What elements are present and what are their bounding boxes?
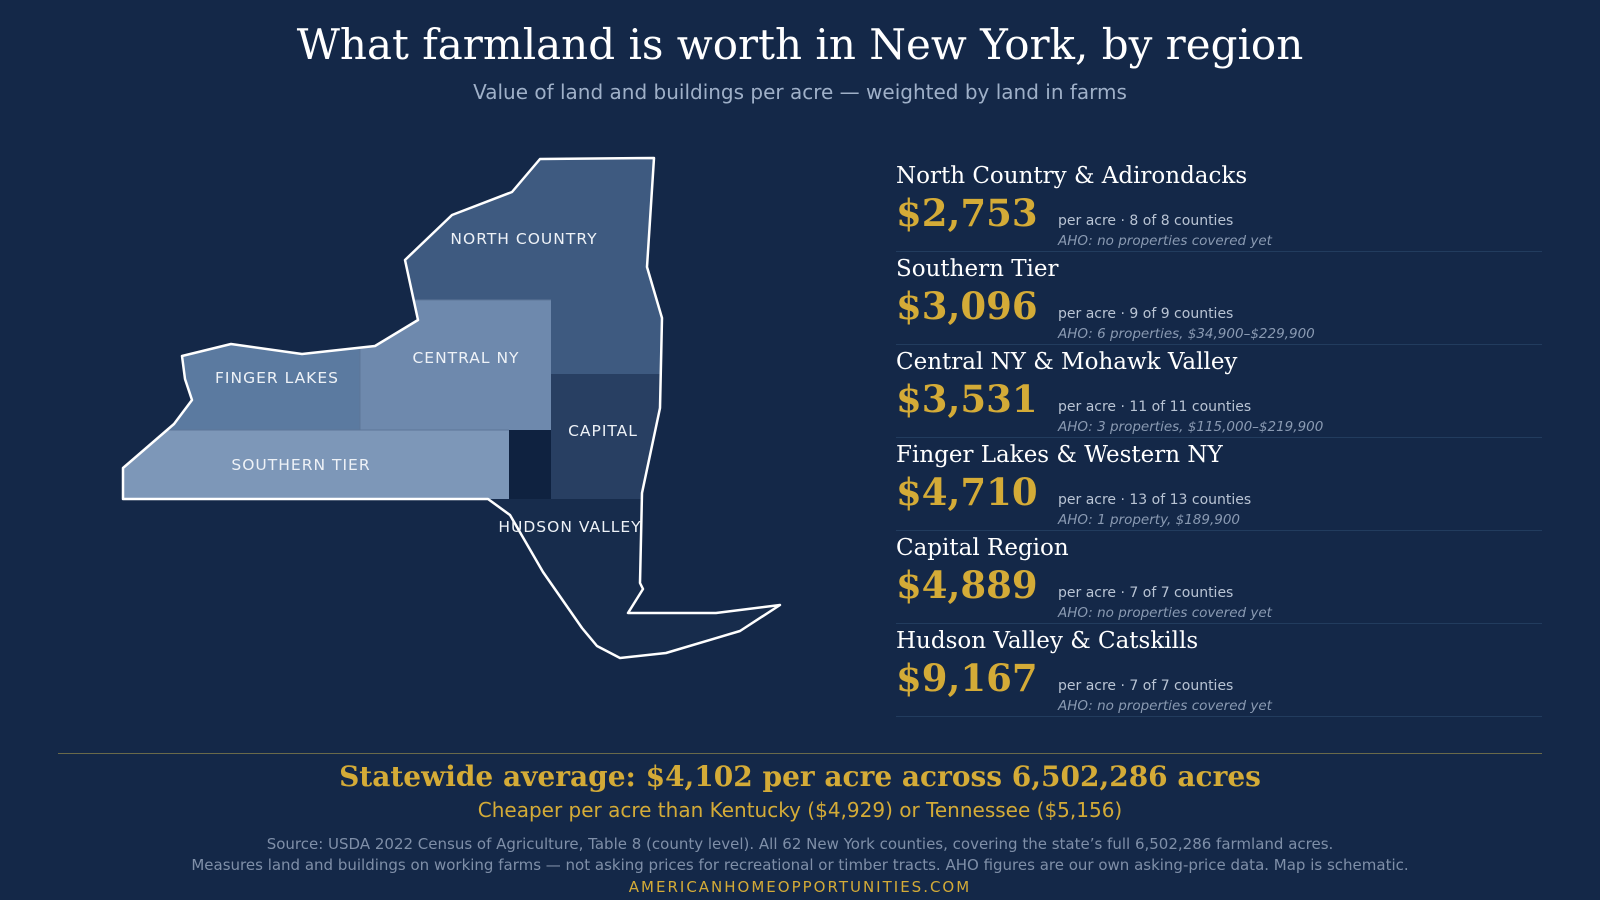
region-county-count: per acre · 11 of 11 counties <box>1058 399 1252 415</box>
state-comparison: Cheaper per acre than Kentucky ($4,929) … <box>477 798 1123 822</box>
map-label-central-ny: CENTRAL NY <box>412 349 519 367</box>
source-line-2: Measures land and buildings on working f… <box>191 856 1409 874</box>
region-entry-capital: Capital Region $4,889 per acre · 7 of 7 … <box>896 532 1542 624</box>
region-entry-southern-tier: Southern Tier $3,096 per acre · 9 of 9 c… <box>896 253 1542 345</box>
region-name: Central NY & Mohawk Valley <box>896 349 1238 375</box>
region-aho-note: AHO: 1 property, $189,900 <box>1058 512 1241 528</box>
source-line-1: Source: USDA 2022 Census of Agriculture,… <box>266 835 1334 853</box>
map-label-hudson-valley: HUDSON VALLEY <box>498 518 641 536</box>
page-title: What farmland is worth in New York, by r… <box>296 20 1304 69</box>
region-entry-hudson-valley: Hudson Valley & Catskills $9,167 per acr… <box>896 625 1542 717</box>
region-name: North Country & Adirondacks <box>896 163 1248 189</box>
region-aho-note: AHO: 6 properties, $34,900–$229,900 <box>1058 326 1315 342</box>
statewide-average: Statewide average: $4,102 per acre acros… <box>339 760 1261 793</box>
region-aho-note: AHO: no properties covered yet <box>1058 698 1272 714</box>
region-county-count: per acre · 9 of 9 counties <box>1058 306 1234 322</box>
footer-divider <box>58 753 1542 754</box>
region-value-per-acre: $4,889 <box>896 563 1038 607</box>
region-name: Southern Tier <box>896 256 1059 282</box>
region-name: Hudson Valley & Catskills <box>896 628 1199 654</box>
region-aho-note: AHO: 3 properties, $115,000–$219,900 <box>1058 419 1324 435</box>
brand-url: AMERICANHOMEOPPORTUNITIES.COM <box>628 878 972 896</box>
map-label-finger-lakes: FINGER LAKES <box>215 369 339 387</box>
region-county-count: per acre · 7 of 7 counties <box>1058 678 1234 694</box>
region-aho-note: AHO: no properties covered yet <box>1058 605 1272 621</box>
region-entry-north-country: North Country & Adirondacks $2,753 per a… <box>896 160 1542 252</box>
region-aho-note: AHO: no properties covered yet <box>1058 233 1272 249</box>
page-subtitle: Value of land and buildings per acre — w… <box>473 80 1127 104</box>
region-entry-finger-lakes: Finger Lakes & Western NY $4,710 per acr… <box>896 439 1542 531</box>
region-value-per-acre: $2,753 <box>896 191 1038 235</box>
region-finger-lakes <box>123 300 360 430</box>
map-label-southern-tier: SOUTHERN TIER <box>231 456 370 474</box>
ny-region-map: NORTH COUNTRY CENTRAL NY FINGER LAKES CA… <box>121 156 782 660</box>
map-label-north-country: NORTH COUNTRY <box>450 230 597 248</box>
region-county-count: per acre · 13 of 13 counties <box>1058 492 1252 508</box>
region-gap <box>509 430 551 499</box>
source-note: Source: USDA 2022 Census of Agriculture,… <box>0 834 1600 876</box>
map-label-capital: CAPITAL <box>568 422 638 440</box>
region-value-per-acre: $9,167 <box>896 656 1038 700</box>
region-entry-central-ny: Central NY & Mohawk Valley $3,531 per ac… <box>896 346 1542 438</box>
region-value-per-acre: $3,531 <box>896 377 1038 421</box>
region-name: Finger Lakes & Western NY <box>896 442 1223 468</box>
region-county-count: per acre · 8 of 8 counties <box>1058 213 1234 229</box>
state-outline <box>121 156 782 660</box>
region-county-count: per acre · 7 of 7 counties <box>1058 585 1234 601</box>
region-list: North Country & Adirondacks $2,753 per a… <box>896 160 1542 718</box>
region-value-per-acre: $4,710 <box>896 470 1038 514</box>
region-value-per-acre: $3,096 <box>896 284 1038 328</box>
region-southern-tier <box>123 430 509 530</box>
region-name: Capital Region <box>896 535 1069 561</box>
